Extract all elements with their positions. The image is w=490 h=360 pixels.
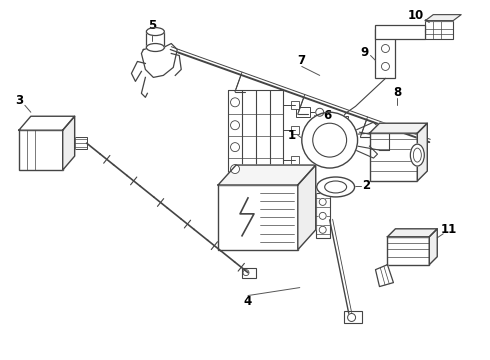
Text: 4: 4 xyxy=(244,295,252,308)
Bar xyxy=(369,133,417,181)
Bar xyxy=(425,21,453,39)
Circle shape xyxy=(231,165,240,174)
Bar xyxy=(242,268,256,278)
Ellipse shape xyxy=(325,181,346,193)
Circle shape xyxy=(231,143,240,152)
Circle shape xyxy=(319,212,326,219)
Polygon shape xyxy=(218,165,316,185)
Circle shape xyxy=(319,226,326,233)
Ellipse shape xyxy=(147,44,164,51)
Text: 11: 11 xyxy=(441,223,457,236)
Text: 1: 1 xyxy=(288,129,296,142)
Ellipse shape xyxy=(147,28,164,36)
Circle shape xyxy=(347,314,356,321)
Text: 10: 10 xyxy=(407,9,423,22)
Text: 7: 7 xyxy=(298,54,306,67)
Polygon shape xyxy=(19,116,74,130)
Circle shape xyxy=(316,108,324,116)
Bar xyxy=(316,193,330,238)
Text: 2: 2 xyxy=(363,180,370,193)
Bar xyxy=(388,237,429,265)
Circle shape xyxy=(382,62,390,71)
Bar xyxy=(291,101,299,109)
Text: 3: 3 xyxy=(15,94,23,107)
Bar xyxy=(291,156,299,164)
Circle shape xyxy=(319,198,326,206)
Bar xyxy=(330,116,347,138)
Circle shape xyxy=(231,121,240,130)
Bar xyxy=(291,126,299,134)
Polygon shape xyxy=(429,229,437,265)
Text: 8: 8 xyxy=(393,86,401,99)
Polygon shape xyxy=(388,229,437,237)
Bar xyxy=(375,28,395,78)
Bar xyxy=(218,185,298,250)
Text: 5: 5 xyxy=(148,19,156,32)
Bar xyxy=(19,130,63,170)
Polygon shape xyxy=(425,15,461,21)
Polygon shape xyxy=(375,265,393,287)
Bar xyxy=(296,107,310,117)
Polygon shape xyxy=(369,123,427,133)
Circle shape xyxy=(302,112,358,168)
Text: 9: 9 xyxy=(361,46,368,59)
Ellipse shape xyxy=(410,144,424,166)
Ellipse shape xyxy=(317,177,355,197)
Bar xyxy=(375,24,425,39)
Polygon shape xyxy=(63,116,74,170)
Text: 6: 6 xyxy=(323,109,332,122)
Polygon shape xyxy=(298,165,316,250)
Bar xyxy=(74,137,87,149)
Circle shape xyxy=(382,45,390,53)
Polygon shape xyxy=(417,123,427,181)
Circle shape xyxy=(231,98,240,107)
Bar xyxy=(343,311,362,323)
